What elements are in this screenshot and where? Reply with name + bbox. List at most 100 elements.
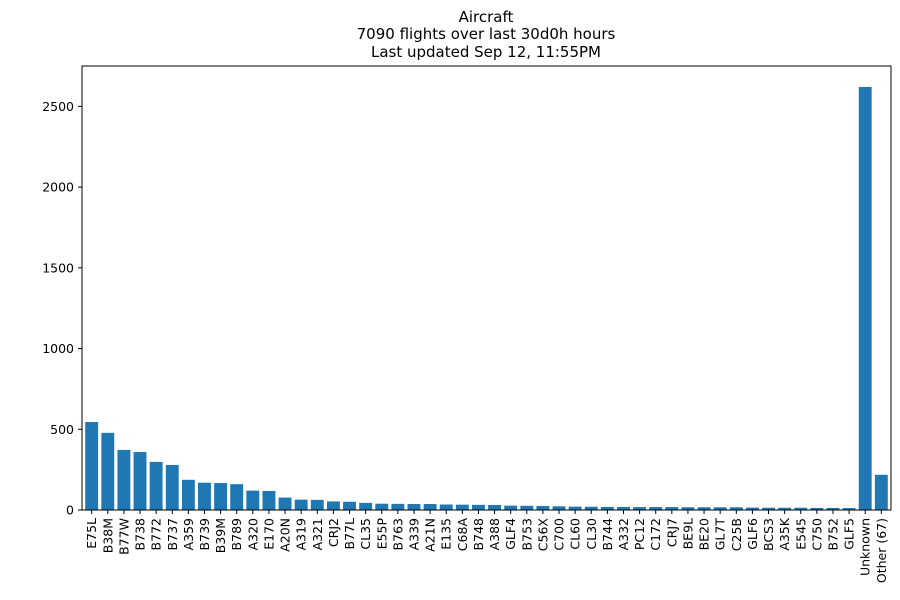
- y-tick-label: 1500: [42, 260, 74, 275]
- bar-b753: [520, 505, 534, 510]
- x-tick-label: C700: [552, 518, 567, 551]
- bar-cl30: [584, 506, 598, 510]
- x-tick-label: PC12: [632, 518, 647, 550]
- x-tick-label: CRJ2: [326, 518, 341, 547]
- bar-b772: [149, 461, 163, 510]
- y-tick-label: 1000: [42, 341, 74, 356]
- bars-group: [85, 86, 888, 511]
- x-tick-label: GLF5: [842, 518, 857, 550]
- x-tick-label: B738: [133, 518, 148, 550]
- x-tick-label: A359: [181, 518, 196, 550]
- bar-a320: [246, 490, 260, 510]
- x-tick-label: A21N: [423, 518, 438, 552]
- x-tick-label: A332: [616, 518, 631, 550]
- bar-c172: [649, 507, 663, 510]
- x-tick-label: GL7T: [713, 518, 728, 551]
- x-tick-label: B77L: [342, 518, 357, 549]
- bar-e135: [439, 504, 453, 510]
- chart-title-line-3: Last updated Sep 12, 11:55PM: [371, 43, 601, 61]
- bar-a339: [407, 504, 421, 510]
- bar-glf4: [504, 505, 518, 510]
- x-tick-label: B77W: [116, 518, 131, 555]
- x-tick-label: A319: [294, 518, 309, 550]
- x-tick-label: A321: [310, 518, 325, 550]
- y-tick-label: 2500: [42, 99, 74, 114]
- x-tick-label: C172: [648, 518, 663, 551]
- x-tick-label: A35K: [777, 517, 792, 550]
- bar-c68a: [455, 504, 469, 510]
- bar-c25b: [729, 507, 743, 510]
- chart-title-line-1: Aircraft: [459, 8, 514, 26]
- bar-a321: [310, 499, 324, 510]
- bar-b748: [472, 504, 485, 510]
- x-axis: E75L B38M B77W B738 B772 B737 A359 B739 B39M B789…: [84, 510, 889, 583]
- bar-e55p: [375, 503, 389, 510]
- bar-be20: [697, 507, 711, 510]
- bar-crj2: [326, 501, 340, 510]
- x-tick-label: A20N: [278, 518, 293, 552]
- y-tick-label: 2000: [42, 180, 74, 195]
- x-tick-label: E55P: [374, 518, 389, 550]
- x-tick-label: B748: [471, 518, 486, 550]
- bar-c750: [810, 507, 824, 510]
- bar-b77w: [117, 449, 131, 510]
- x-tick-label: BCS3: [761, 518, 776, 551]
- x-tick-label: GLF6: [745, 518, 760, 550]
- x-tick-label: B789: [229, 518, 244, 550]
- chart-title-line-2: 7090 flights over last 30d0h hours: [357, 25, 616, 43]
- x-tick-label: A320: [245, 518, 260, 550]
- y-tick-label: 500: [50, 422, 74, 437]
- bar-b77l: [343, 501, 356, 510]
- x-tick-label: Unknown: [858, 518, 873, 576]
- bar-b744: [600, 506, 614, 510]
- x-tick-label: B737: [165, 518, 180, 550]
- x-tick-label: C750: [809, 518, 824, 551]
- x-tick-label: Other (67): [874, 518, 889, 583]
- x-tick-label: E75L: [84, 518, 99, 549]
- bar-b752: [826, 507, 840, 510]
- x-tick-label: B739: [197, 518, 212, 550]
- bar-a359: [181, 479, 195, 510]
- x-tick-label: BE9L: [680, 518, 695, 549]
- bar-e170: [262, 490, 276, 510]
- x-tick-label: B744: [600, 518, 615, 550]
- y-tick-label: 0: [66, 503, 74, 518]
- plot-frame: [81, 65, 892, 511]
- x-tick-label: B752: [825, 518, 840, 550]
- x-tick-label: CL35: [358, 518, 373, 550]
- bar-other-67-: [874, 474, 888, 510]
- x-tick-label: B38M: [100, 518, 115, 553]
- x-tick-label: CL60: [568, 518, 583, 550]
- x-tick-label: CL30: [584, 518, 599, 550]
- bar-a332: [617, 506, 630, 510]
- bar-cl60: [568, 506, 582, 510]
- x-tick-label: CRJ7: [664, 518, 679, 547]
- bar-glf6: [745, 507, 759, 510]
- bar-cl35: [359, 502, 373, 510]
- bar-bcs3: [762, 507, 775, 510]
- bar-a319: [294, 499, 308, 510]
- x-tick-label: B763: [390, 518, 405, 550]
- bar-gl7t: [713, 507, 727, 510]
- bar-c56x: [536, 505, 550, 510]
- bar-be9l: [681, 507, 695, 510]
- x-tick-label: E170: [261, 518, 276, 550]
- x-tick-label: B753: [519, 518, 534, 550]
- bar-b789: [230, 484, 244, 510]
- x-tick-label: E135: [439, 518, 454, 550]
- bar-b38m: [101, 432, 115, 510]
- bar-e75l: [85, 422, 99, 510]
- bar-b763: [391, 503, 405, 510]
- bar-a20n: [278, 497, 292, 510]
- x-tick-label: B39M: [213, 518, 228, 553]
- bar-a21n: [423, 504, 437, 510]
- bar-b738: [133, 452, 147, 510]
- bar-b739: [198, 482, 211, 510]
- x-tick-label: BE20: [697, 518, 712, 550]
- bar-a35k: [778, 507, 792, 510]
- bar-b39m: [214, 483, 228, 510]
- x-tick-label: C25B: [729, 518, 744, 551]
- x-tick-label: C68A: [455, 518, 470, 552]
- bar-glf5: [842, 508, 856, 510]
